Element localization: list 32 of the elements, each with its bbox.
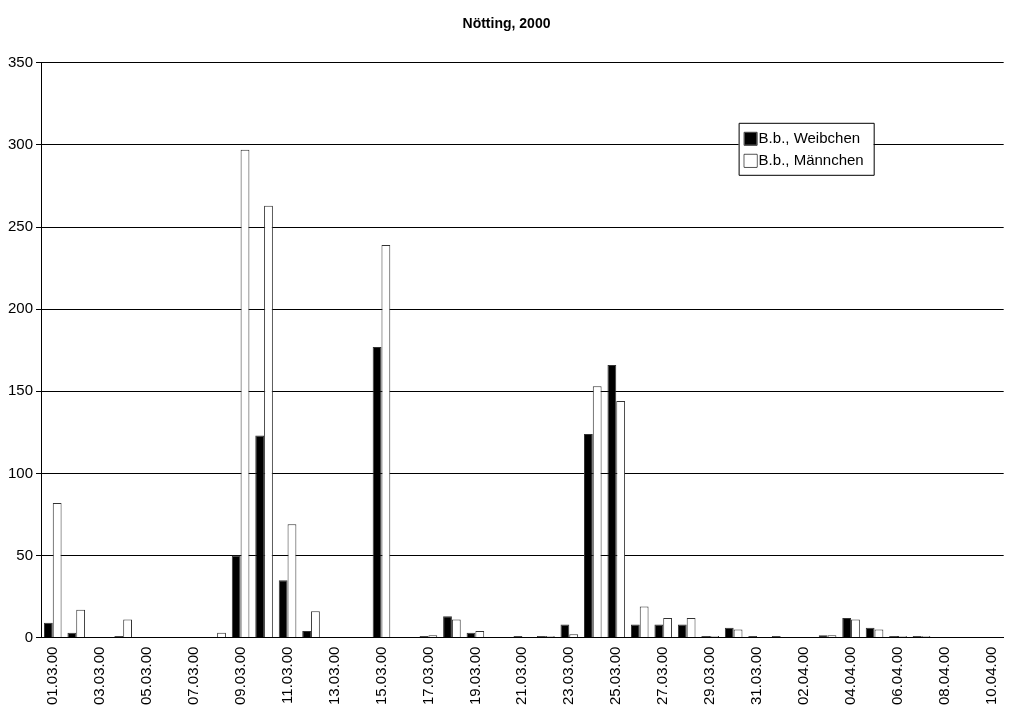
x-tick-label: 27.03.00 — [653, 646, 671, 705]
chart-title: Nötting, 2000 — [462, 15, 551, 32]
y-tick-label: 250 — [8, 217, 34, 235]
y-tick-label: 200 — [8, 299, 34, 317]
legend-label: B.b., Männchen — [758, 150, 864, 168]
x-tick-label: 17.03.00 — [418, 646, 436, 705]
y-tick-label: 100 — [8, 463, 34, 481]
x-tick-label: 07.03.00 — [183, 646, 201, 705]
x-tick-label: 04.04.00 — [841, 646, 859, 705]
y-tick-label: 50 — [16, 545, 34, 563]
y-tick-label: 350 — [8, 52, 34, 70]
x-tick-label: 21.03.00 — [512, 646, 530, 705]
x-tick-label: 09.03.00 — [230, 646, 248, 705]
x-tick-label: 03.03.00 — [89, 646, 107, 705]
x-tick-label: 05.03.00 — [136, 646, 154, 705]
y-tick-label: 0 — [24, 627, 34, 645]
x-tick-label: 11.03.00 — [277, 646, 295, 704]
x-tick-label: 08.04.00 — [935, 646, 953, 705]
x-tick-label: 01.03.00 — [42, 646, 60, 705]
legend-label: B.b., Weibchen — [758, 128, 861, 146]
x-tick-label: 02.04.00 — [794, 646, 812, 705]
x-tick-label: 15.03.00 — [371, 646, 389, 705]
x-tick-label: 25.03.00 — [606, 646, 624, 705]
x-tick-label: 06.04.00 — [888, 646, 906, 705]
x-tick-label: 29.03.00 — [700, 646, 718, 705]
x-tick-label: 19.03.00 — [465, 646, 483, 705]
y-tick-label: 300 — [8, 135, 34, 153]
y-tick-label: 150 — [8, 381, 34, 399]
x-tick-label: 10.04.00 — [982, 646, 1000, 705]
x-tick-label: 23.03.00 — [559, 646, 577, 705]
x-tick-label: 31.03.00 — [747, 646, 765, 705]
x-tick-label: 13.03.00 — [324, 646, 342, 705]
